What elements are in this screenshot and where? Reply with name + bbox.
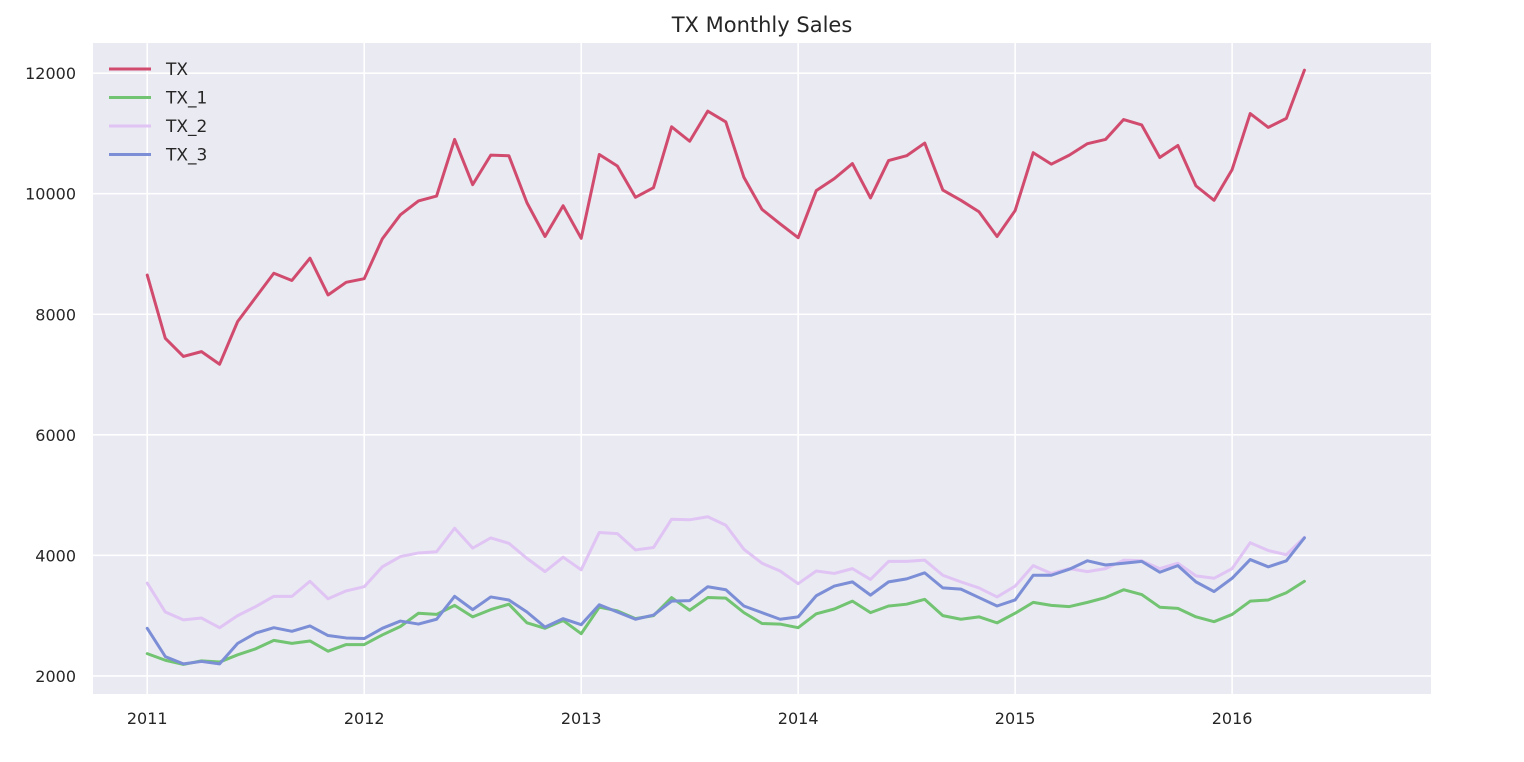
x-tick-label: 2013 [561, 709, 602, 728]
legend-label: TX [165, 60, 188, 80]
x-tick-label: 2012 [344, 709, 385, 728]
legend-label: TX_2 [165, 117, 207, 137]
y-tick-label: 4000 [35, 546, 76, 565]
x-tick-label: 2016 [1212, 709, 1253, 728]
series-line-tx-3 [145, 536, 1306, 666]
y-tick-label: 12000 [25, 64, 76, 83]
y-tick-label: 8000 [35, 305, 76, 324]
chart-title: TX Monthly Sales [671, 13, 853, 37]
series-line-tx-1 [145, 579, 1306, 666]
x-tick-label: 2011 [127, 709, 168, 728]
y-tick-label: 6000 [35, 426, 76, 445]
x-tick-label: 2015 [995, 709, 1036, 728]
y-tick-label: 10000 [25, 185, 76, 204]
legend-label: TX_1 [165, 89, 207, 109]
series-lines [145, 68, 1306, 666]
legend: TX TX_1 TX_2 TX_3 [109, 60, 207, 166]
y-axis-ticks: 2000 4000 6000 8000 10000 12000 [25, 64, 76, 686]
series-line-tx [145, 68, 1306, 366]
x-tick-label: 2014 [778, 709, 819, 728]
y-tick-label: 2000 [35, 667, 76, 686]
legend-label: TX_3 [165, 146, 207, 166]
x-axis-ticks: 2011 2012 2013 2014 2015 2016 [127, 709, 1253, 728]
